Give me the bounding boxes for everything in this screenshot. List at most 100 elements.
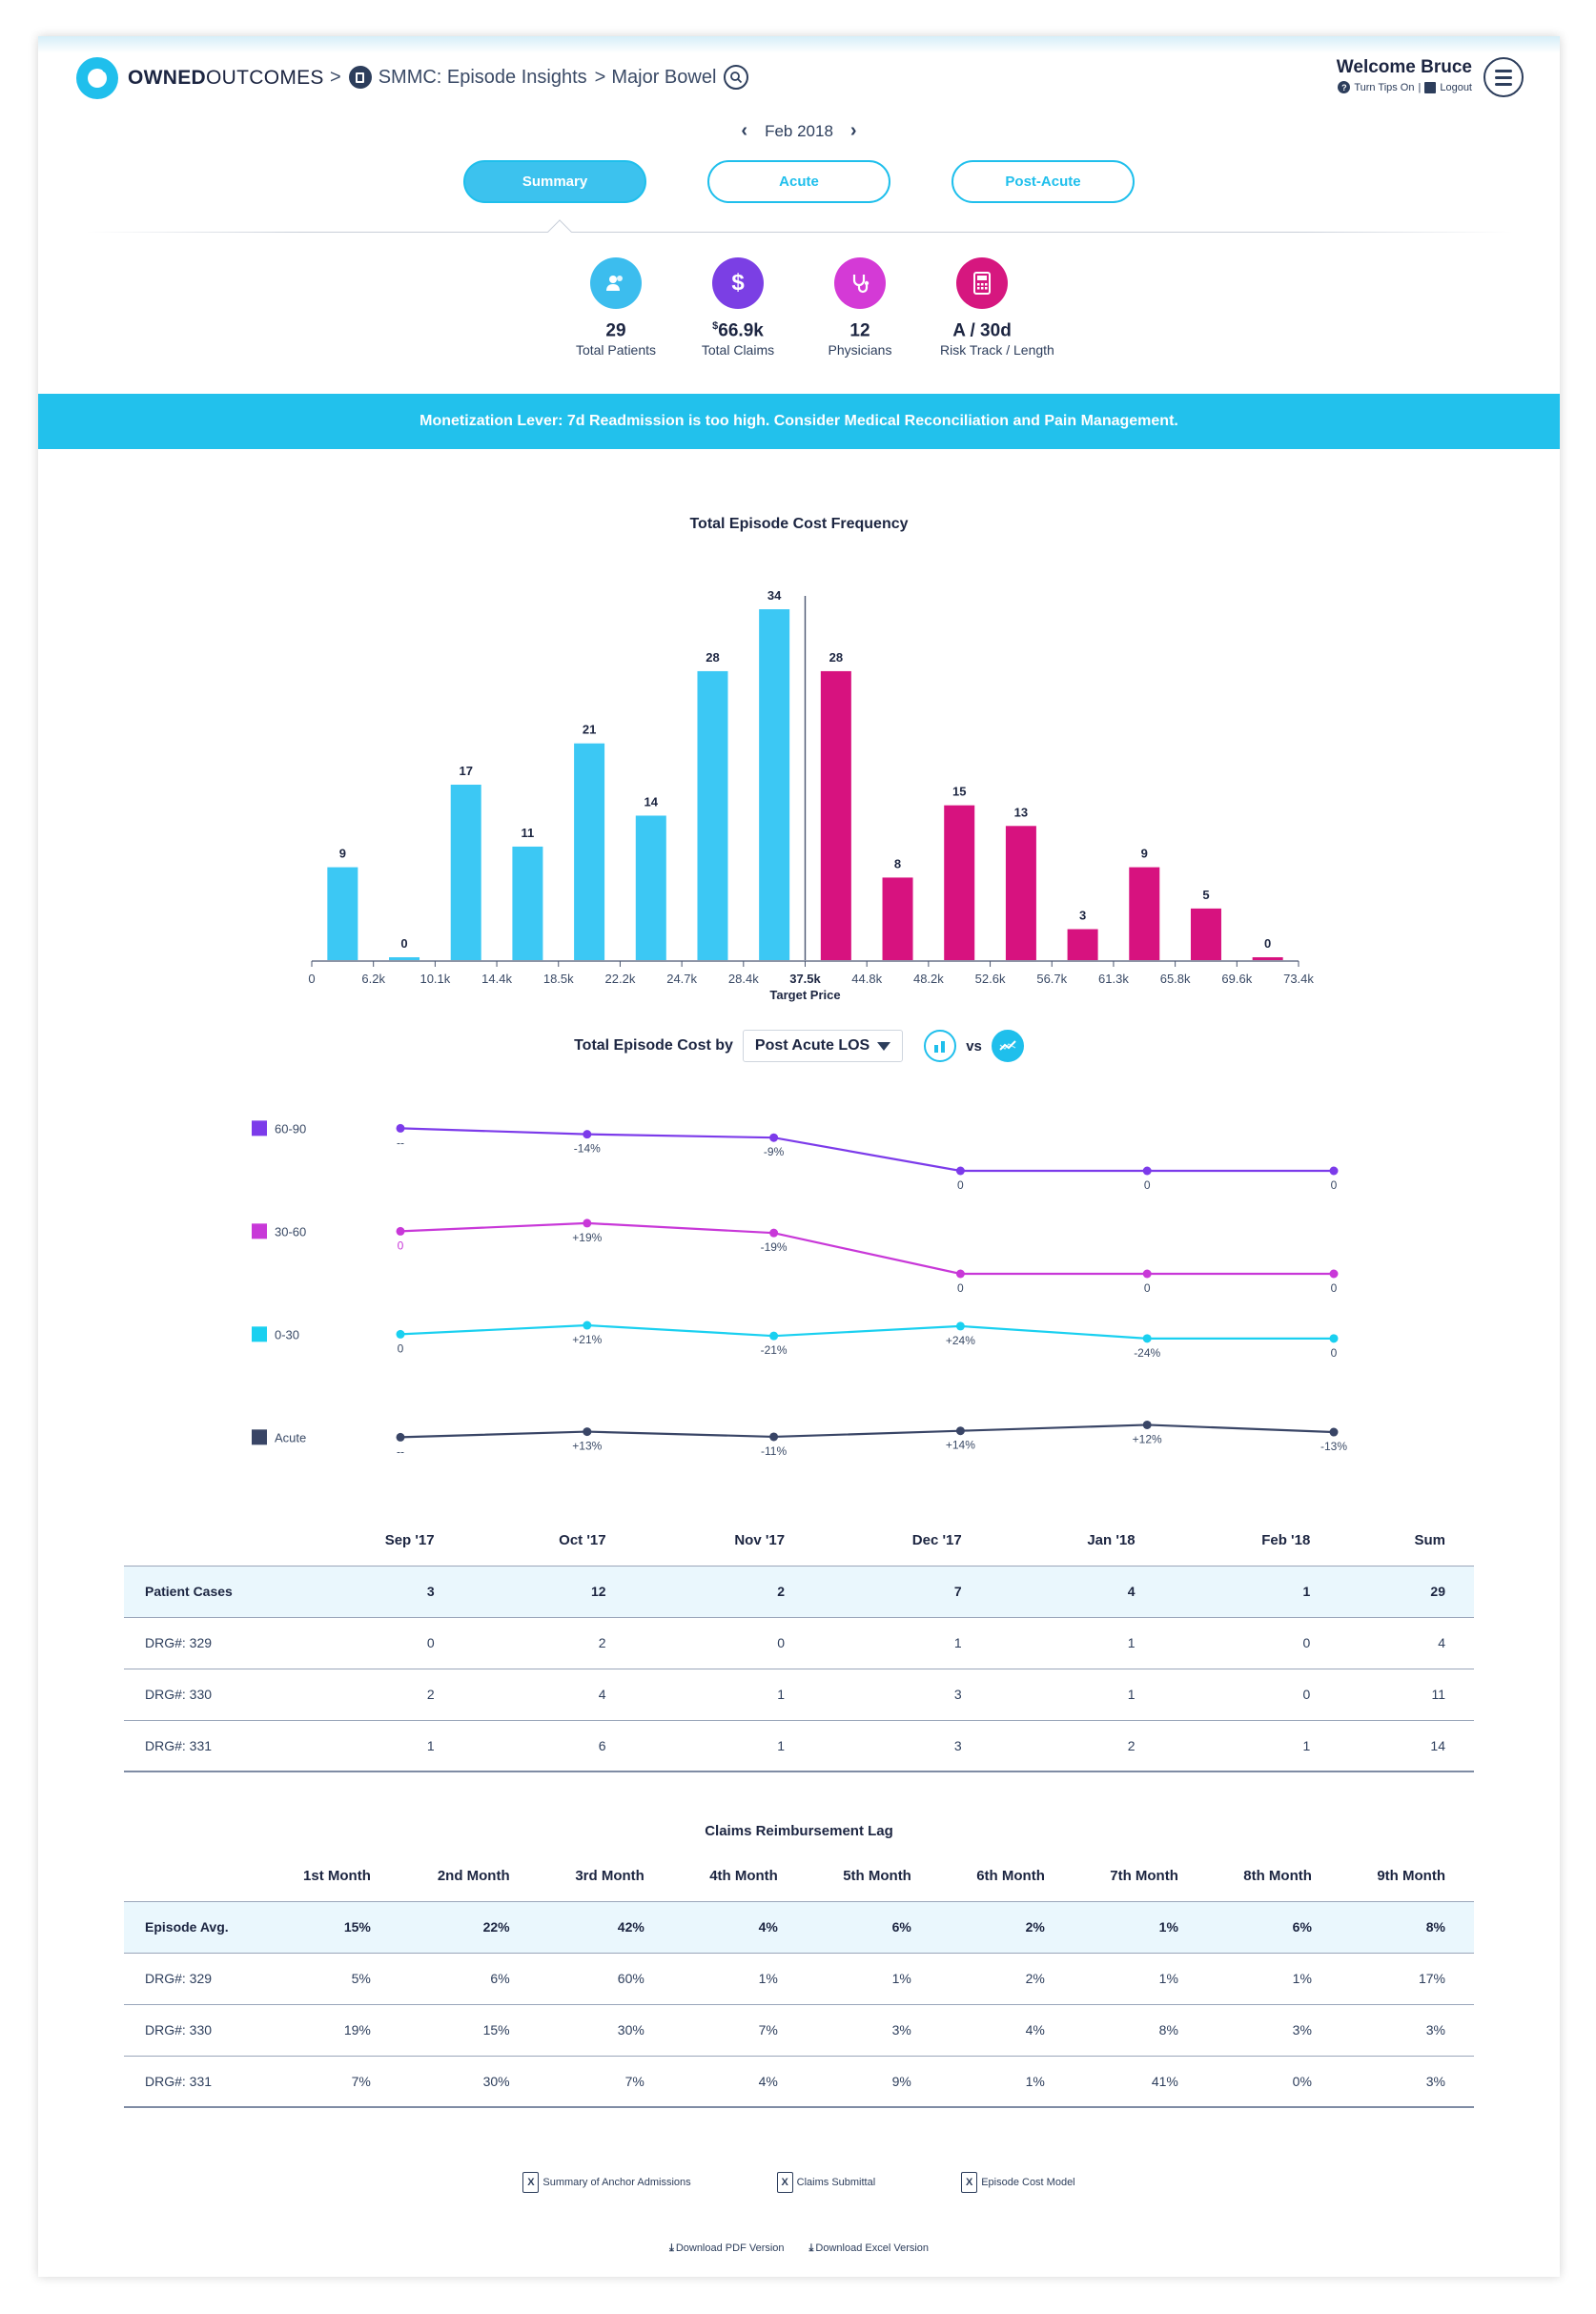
series-line bbox=[399, 1323, 1334, 1340]
data-point[interactable] bbox=[1142, 1269, 1152, 1279]
column-header: Sum bbox=[1414, 1532, 1445, 1549]
data-point[interactable] bbox=[769, 1133, 779, 1142]
data-point[interactable] bbox=[396, 1329, 405, 1339]
bar-chart-toggle-icon[interactable] bbox=[924, 1030, 957, 1062]
table-row: Episode Avg. 15% 22% 42% 4% 6% 2% 1% 6% 8% bbox=[124, 1900, 1474, 1954]
bar[interactable] bbox=[389, 957, 420, 960]
bar[interactable] bbox=[512, 846, 543, 960]
bar-value-label: 13 bbox=[1014, 805, 1028, 819]
row-label: DRG#: 330 bbox=[124, 1669, 286, 1721]
data-point[interactable] bbox=[769, 1432, 779, 1442]
bar[interactable] bbox=[635, 815, 666, 960]
data-point[interactable] bbox=[583, 1130, 592, 1139]
data-point[interactable] bbox=[583, 1218, 592, 1228]
column-header: 4th Month bbox=[709, 1868, 778, 1885]
data-point[interactable] bbox=[955, 1426, 965, 1436]
tab-acute[interactable]: Acute bbox=[707, 160, 890, 203]
breadcrumb-item-episode-insights[interactable]: SMMC: Episode Insights bbox=[378, 66, 587, 88]
kpi-value: A / 30d bbox=[952, 320, 1012, 341]
table-cell: 17% bbox=[1340, 1953, 1474, 2005]
next-month-button[interactable]: › bbox=[849, 120, 857, 141]
bar-value-label: 34 bbox=[767, 588, 782, 603]
claims-lag-table: 1st Month 2nd Month 3rd Month 4th Month 5th … bbox=[124, 1852, 1474, 2108]
data-point[interactable] bbox=[1142, 1166, 1152, 1176]
tab-post-acute[interactable]: Post-Acute bbox=[951, 160, 1135, 203]
bar[interactable] bbox=[1005, 826, 1036, 960]
download-pdf-link[interactable]: ⤓ Download PDF Version bbox=[669, 2242, 785, 2255]
bar[interactable] bbox=[1067, 929, 1098, 960]
data-point[interactable] bbox=[1142, 1334, 1152, 1343]
bar[interactable] bbox=[1252, 957, 1283, 960]
document-icon bbox=[348, 66, 372, 89]
bar[interactable] bbox=[759, 609, 790, 960]
tab-summary[interactable]: Summary bbox=[463, 160, 646, 203]
data-point[interactable] bbox=[1142, 1420, 1152, 1429]
bar[interactable] bbox=[327, 867, 358, 960]
month-navigator: ‹ Feb 2018 › bbox=[38, 120, 1560, 142]
x-tick-label: 44.8k bbox=[851, 972, 882, 986]
turn-tips-on-link[interactable]: Turn Tips On bbox=[1354, 81, 1415, 93]
data-point[interactable] bbox=[769, 1331, 779, 1341]
data-point[interactable] bbox=[1329, 1427, 1339, 1437]
bar[interactable] bbox=[1190, 908, 1221, 960]
bar[interactable] bbox=[697, 670, 728, 960]
bar[interactable] bbox=[944, 805, 975, 960]
patients-icon bbox=[590, 257, 642, 309]
data-point[interactable] bbox=[396, 1432, 405, 1442]
x-tick-label: 6.2k bbox=[361, 972, 385, 986]
search-icon[interactable] bbox=[724, 65, 749, 90]
data-point[interactable] bbox=[955, 1269, 965, 1279]
logout-link[interactable]: Logout bbox=[1440, 81, 1472, 93]
data-point[interactable] bbox=[769, 1228, 779, 1238]
data-point[interactable] bbox=[396, 1123, 405, 1133]
data-point[interactable] bbox=[1329, 1269, 1339, 1279]
claims-submittal-link[interactable]: X Claims Submittal bbox=[776, 2172, 875, 2193]
summary-anchor-admissions-link[interactable]: X Summary of Anchor Admissions bbox=[522, 2172, 691, 2193]
kpi-label: Total Claims bbox=[701, 342, 775, 358]
bar-value-label: 3 bbox=[1079, 909, 1086, 923]
help-icon[interactable]: ? bbox=[1338, 81, 1351, 93]
data-point[interactable] bbox=[396, 1226, 405, 1236]
patient-cases-table: Sep '17 Oct '17 Nov '17 Dec '17 Jan '18 Feb '… bbox=[124, 1516, 1474, 1772]
bar-value-label: 28 bbox=[829, 650, 843, 665]
breadcrumb-item-major-bowel[interactable]: Major Bowel bbox=[611, 66, 717, 88]
bar[interactable] bbox=[450, 785, 481, 960]
download-excel-link[interactable]: ⤓ Download Excel Version bbox=[809, 2242, 930, 2255]
point-label: +14% bbox=[946, 1439, 975, 1452]
table-cell: 5% bbox=[267, 1953, 399, 2005]
data-point[interactable] bbox=[955, 1166, 965, 1176]
x-tick-label: 10.1k bbox=[419, 972, 450, 986]
legend-label: 30-60 bbox=[275, 1224, 306, 1239]
point-label: 0 bbox=[1331, 1281, 1338, 1295]
excel-file-icon: X bbox=[522, 2172, 540, 2193]
los-dropdown[interactable]: Post Acute LOS bbox=[742, 1030, 904, 1062]
point-label: 0 bbox=[1144, 1281, 1151, 1295]
data-point[interactable] bbox=[583, 1321, 592, 1330]
welcome-text: Welcome Bruce bbox=[1336, 57, 1472, 77]
bar[interactable] bbox=[882, 877, 913, 960]
table-cell: 3 bbox=[286, 1565, 463, 1618]
episode-cost-model-link[interactable]: X Episode Cost Model bbox=[961, 2172, 1075, 2193]
table-cell: 0% bbox=[1206, 2056, 1340, 2108]
logout-icon[interactable] bbox=[1424, 81, 1437, 93]
table-cell: 6% bbox=[399, 1953, 539, 2005]
data-point[interactable] bbox=[583, 1427, 592, 1437]
column-header: 1st Month bbox=[303, 1868, 371, 1885]
line-chart-toggle-icon[interactable] bbox=[991, 1030, 1024, 1062]
menu-button[interactable] bbox=[1483, 57, 1524, 97]
table-row: DRG#: 329 0 2 0 1 1 0 4 bbox=[124, 1617, 1474, 1669]
legend-swatch bbox=[252, 1120, 267, 1137]
row-label: DRG#: 331 bbox=[124, 1720, 286, 1772]
data-point[interactable] bbox=[1329, 1334, 1339, 1343]
table-cell: 0 bbox=[286, 1617, 463, 1669]
bar[interactable] bbox=[574, 743, 605, 960]
prev-month-button[interactable]: ‹ bbox=[741, 120, 748, 141]
brand-logo[interactable]: OWNEDOUTCOMES bbox=[76, 57, 324, 99]
point-label: +24% bbox=[946, 1334, 975, 1347]
data-point[interactable] bbox=[1329, 1166, 1339, 1176]
bar[interactable] bbox=[1129, 867, 1160, 960]
bar[interactable] bbox=[820, 670, 851, 960]
column-header: 7th Month bbox=[1110, 1868, 1178, 1885]
page-card: OWNEDOUTCOMES > SMMC: Episode Insights >… bbox=[38, 36, 1560, 2277]
data-point[interactable] bbox=[955, 1321, 965, 1331]
